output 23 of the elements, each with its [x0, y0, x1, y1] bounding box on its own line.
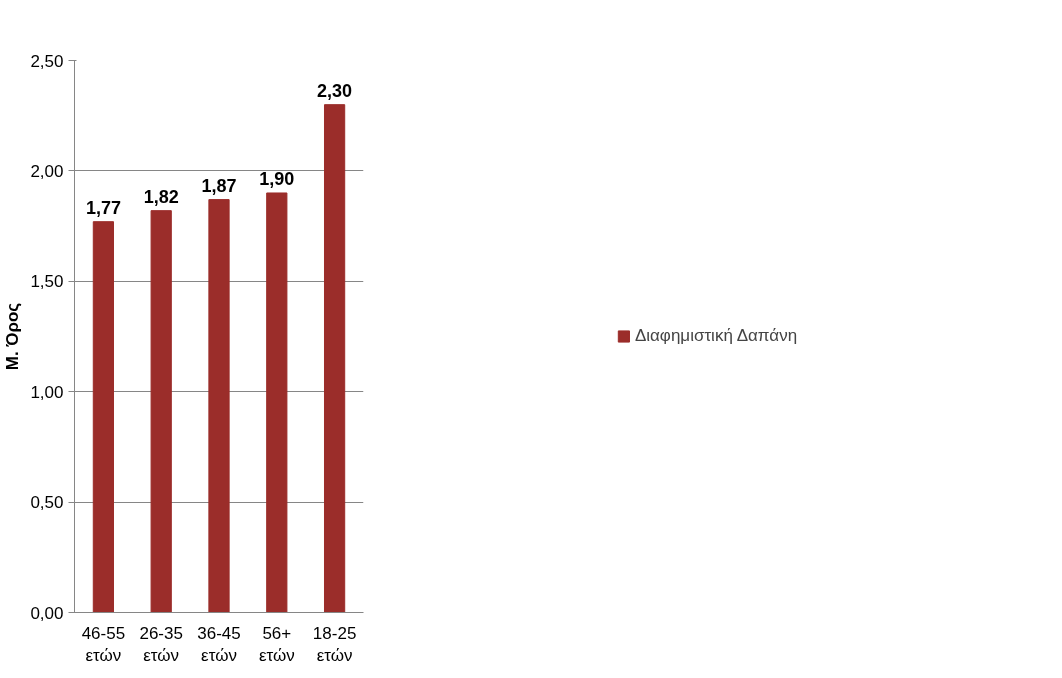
y-tick-label: 2,50 [30, 51, 64, 71]
x-tick-label: 46-55 ετών [81, 623, 126, 666]
bar [323, 104, 346, 613]
y-tick-label: 1,00 [30, 382, 64, 402]
bar [150, 210, 172, 613]
data-label: 2,30 [317, 80, 353, 101]
y-tick-label: 2,00 [30, 161, 64, 181]
data-label: 1,87 [201, 175, 237, 196]
y-tick-label: 0,00 [30, 603, 64, 623]
y-axis-title: Μ. Όρος [3, 302, 23, 371]
data-label: 1,77 [85, 197, 121, 218]
bar [92, 221, 115, 613]
data-label: 1,90 [259, 168, 295, 189]
bar [266, 192, 288, 613]
y-tick-label: 1,50 [30, 272, 64, 292]
x-tick-label: 26-35 ετών [139, 623, 183, 666]
x-tick-label: 36-45 ετών [197, 623, 241, 666]
data-label: 1,82 [143, 186, 179, 207]
x-tick-label: 18-25 ετών [312, 623, 357, 666]
y-tick-label: 0,50 [30, 493, 64, 513]
legend-label: Διαφημιστική Δαπάνη [634, 326, 798, 346]
bar [208, 199, 230, 613]
x-tick-label: 56+ ετών [258, 623, 295, 666]
